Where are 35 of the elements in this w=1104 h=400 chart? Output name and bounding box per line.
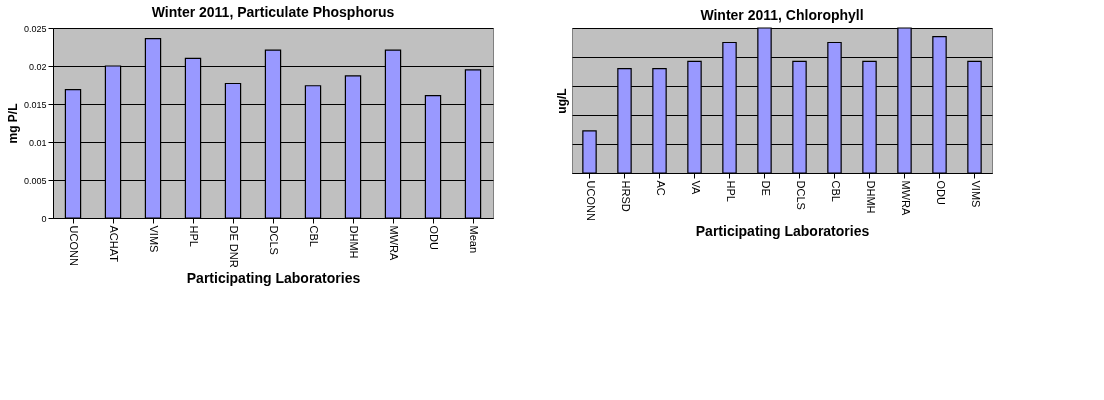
- x-tick-label: CBL: [829, 180, 842, 202]
- x-tick-label: DCLS: [794, 180, 807, 210]
- x-axis-title: Participating Laboratories: [695, 222, 870, 239]
- chart-title: Winter 2011, Chlorophyll: [700, 7, 864, 24]
- y-axis-title: mg P/L: [5, 103, 20, 144]
- x-tick-label: MWRA: [899, 180, 912, 216]
- y-tick-label: 0.025: [23, 23, 47, 34]
- x-tick-label: MWRA: [388, 225, 400, 261]
- x-tick-label: UCONN: [68, 225, 80, 266]
- y-tick-label: 0.02: [28, 61, 47, 72]
- y-tick-label: 0: [41, 213, 47, 224]
- x-tick-label: DCLS: [268, 225, 280, 255]
- x-tick-label: DHMH: [348, 225, 360, 259]
- x-tick-label: VIMS: [969, 180, 982, 208]
- x-tick-label: ODU: [934, 180, 947, 205]
- x-tick-label: VA: [689, 180, 702, 196]
- x-tick-label: DE DNR: [228, 225, 240, 268]
- x-tick-label: ACHAT: [108, 225, 120, 263]
- y-tick-label: 0.01: [28, 137, 47, 148]
- x-tick-label: HPL: [724, 180, 737, 202]
- chart-title: Winter 2011, Particulate Phosphorus: [151, 4, 395, 20]
- x-tick-label: DHMH: [864, 180, 877, 214]
- x-tick-label: AC: [654, 180, 667, 196]
- x-tick-label: ODU: [428, 225, 440, 250]
- x-tick-label: HPL: [188, 225, 200, 247]
- x-tick-label: DE: [759, 180, 772, 196]
- x-tick-label: VIMS: [148, 225, 160, 253]
- x-tick-label: Mean: [468, 225, 480, 254]
- x-tick-label: UCONN: [584, 180, 597, 221]
- x-axis-title: Participating Laboratories: [186, 269, 361, 286]
- x-tick-label: HRSD: [619, 180, 632, 212]
- y-axis-title: ug/L: [554, 88, 569, 114]
- y-tick-label: 0.015: [23, 99, 47, 110]
- y-tick-label: 0.005: [23, 175, 47, 186]
- x-tick-label: CBL: [308, 225, 320, 247]
